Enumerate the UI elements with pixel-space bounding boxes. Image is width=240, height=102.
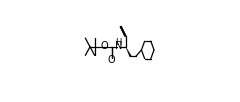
Text: O: O	[108, 55, 115, 65]
Text: O: O	[101, 41, 108, 51]
Polygon shape	[126, 47, 131, 57]
Text: H: H	[115, 38, 121, 47]
Text: N: N	[115, 41, 122, 51]
